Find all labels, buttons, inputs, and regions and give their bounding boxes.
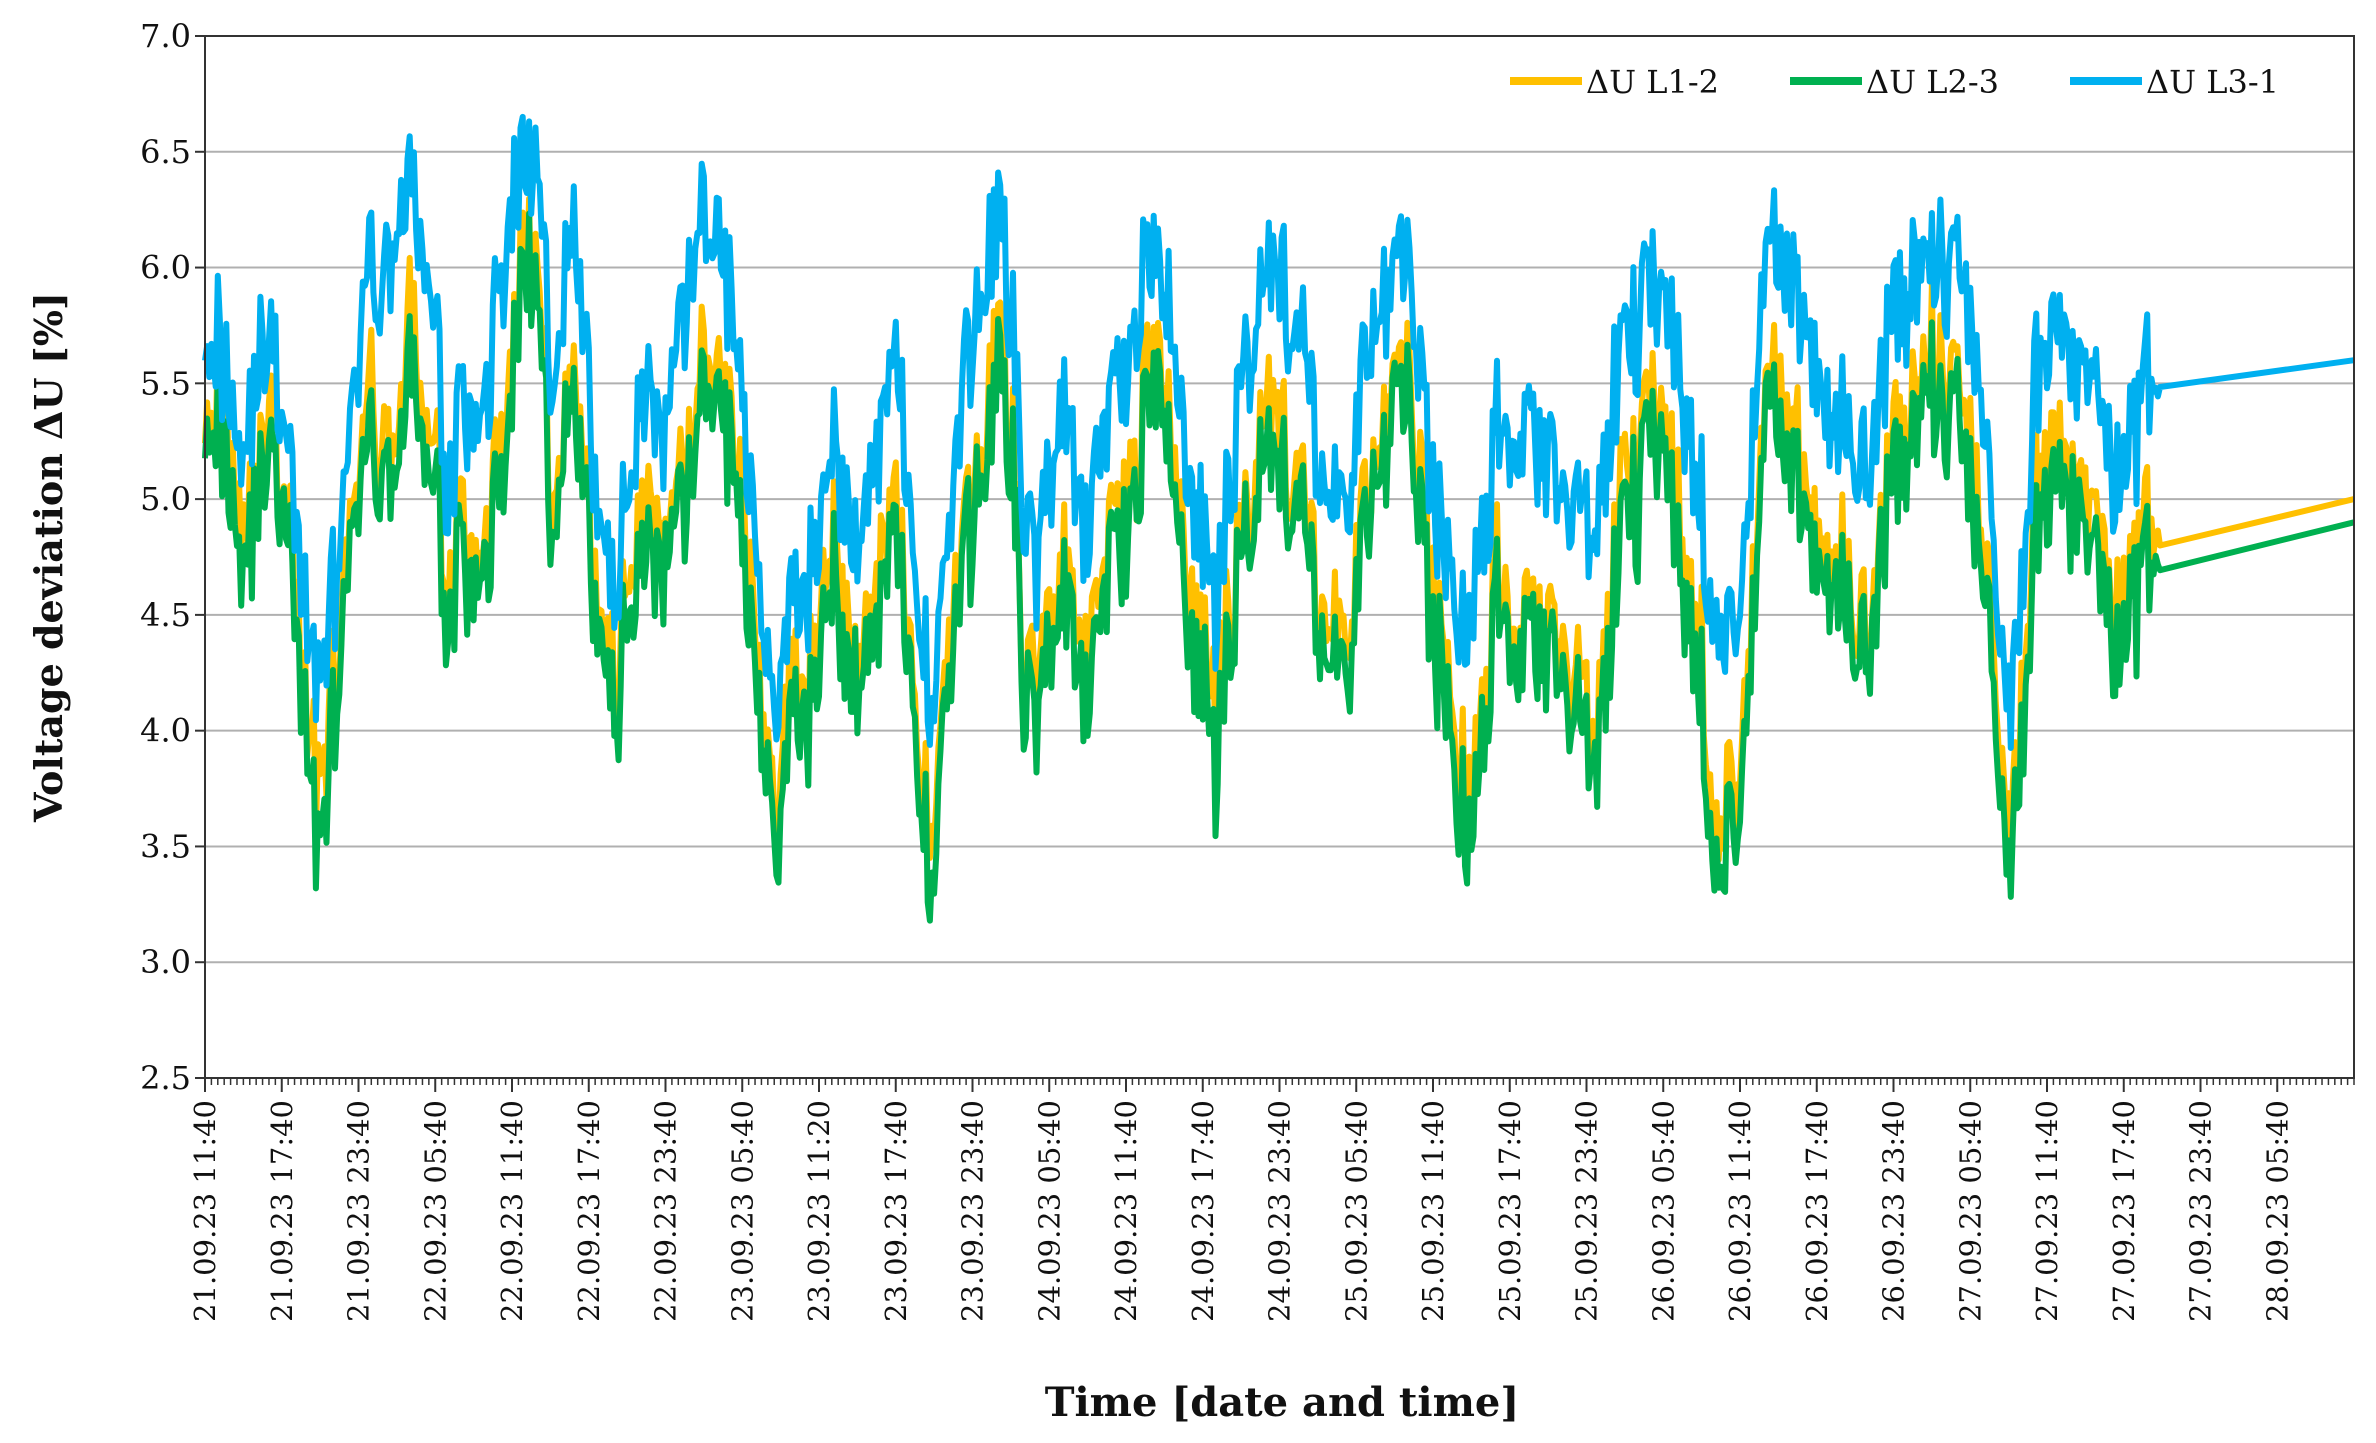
legend-label-l1-2: ΔU L1-2 xyxy=(1586,63,1719,101)
x-tick-label: 27.09.23 05:40 xyxy=(1953,1100,1987,1322)
x-tick-label: 25.09.23 05:40 xyxy=(1339,1100,1373,1322)
x-tick-label: 23.09.23 23:40 xyxy=(956,1100,990,1322)
x-tick-label: 22.09.23 23:40 xyxy=(649,1100,683,1322)
x-tick-label: 23.09.23 05:40 xyxy=(725,1100,759,1322)
series-line-2 xyxy=(202,210,2355,924)
y-tick-label: 7.0 xyxy=(140,17,191,55)
legend-label-l2-3: ΔU L2-3 xyxy=(1866,63,1999,101)
x-tick-label: 26.09.23 11:40 xyxy=(1723,1100,1757,1322)
x-tick-label: 23.09.23 11:20 xyxy=(802,1100,836,1322)
x-tick-label: 21.09.23 17:40 xyxy=(265,1100,299,1322)
y-axis-label: Voltage deviation ΔU [%] xyxy=(26,292,71,823)
series-line-3 xyxy=(202,113,2355,751)
y-tick-label: 2.5 xyxy=(140,1059,191,1097)
x-tick-label: 21.09.23 11:40 xyxy=(188,1100,222,1322)
x-tick-label: 24.09.23 17:40 xyxy=(1186,1100,1220,1322)
gridlines xyxy=(205,150,2354,964)
x-tick-label: 27.09.23 11:40 xyxy=(2030,1100,2064,1322)
x-tick-label: 22.09.23 05:40 xyxy=(418,1100,452,1322)
x-tick-label: 26.09.23 05:40 xyxy=(1646,1100,1680,1322)
y-tick-label: 6.0 xyxy=(140,249,191,287)
series-layer xyxy=(202,113,2355,924)
y-tick-label: 4.5 xyxy=(140,596,191,634)
x-tick-label: 25.09.23 23:40 xyxy=(1570,1100,1604,1322)
x-tick-label: 28.09.23 05:40 xyxy=(2260,1100,2294,1322)
y-tick-label: 5.0 xyxy=(140,480,191,518)
x-tick-label: 24.09.23 11:40 xyxy=(1109,1100,1143,1322)
y-tick-label: 6.5 xyxy=(140,133,191,171)
x-tick-label: 27.09.23 23:40 xyxy=(2184,1100,2218,1322)
y-tick-label: 3.0 xyxy=(140,943,191,981)
x-tick-label: 23.09.23 17:40 xyxy=(879,1100,913,1322)
x-tick-label: 26.09.23 23:40 xyxy=(1877,1100,1911,1322)
y-tick-label: 3.5 xyxy=(140,827,191,865)
y-tick-label: 5.5 xyxy=(140,364,191,402)
x-tick-label: 22.09.23 11:40 xyxy=(495,1100,529,1322)
y-axis-ticks: 2.5 3.0 3.5 4.0 4.5 5.0 5.5 6.0 6.5 7.0 xyxy=(140,17,205,1097)
y-tick-label: 4.0 xyxy=(140,712,191,750)
x-axis-label: Time [date and time] xyxy=(1045,1379,1520,1426)
x-tick-label: 24.09.23 05:40 xyxy=(1032,1100,1066,1322)
x-tick-label: 26.09.23 17:40 xyxy=(1800,1100,1834,1322)
legend-label-l3-1: ΔU L3-1 xyxy=(2146,63,2279,101)
x-tick-label: 25.09.23 17:40 xyxy=(1493,1100,1527,1322)
x-tick-label: 24.09.23 23:40 xyxy=(1263,1100,1297,1322)
legend: ΔU L1-2 ΔU L2-3 ΔU L3-1 xyxy=(1510,63,2279,101)
x-tick-label: 22.09.23 17:40 xyxy=(572,1100,606,1322)
x-axis-ticks: 21.09.23 11:40 21.09.23 17:40 21.09.23 23:… xyxy=(188,1078,2355,1322)
x-tick-label: 27.09.23 17:40 xyxy=(2107,1100,2141,1322)
x-tick-label: 21.09.23 23:40 xyxy=(342,1100,376,1322)
x-tick-label: 25.09.23 11:40 xyxy=(1416,1100,1450,1322)
